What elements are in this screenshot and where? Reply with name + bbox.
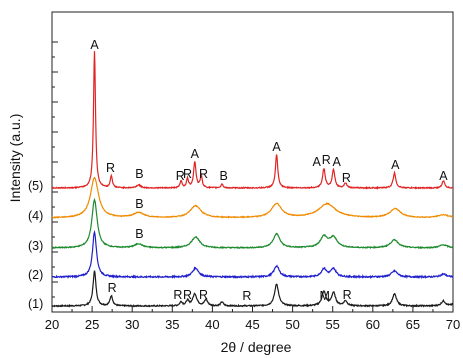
x-axis-ticks: 20 25 30 35 40 45 50 55 60 65 70 (45, 306, 460, 332)
y-axis-title: Intensity (a.u.) (7, 114, 23, 203)
x-tick-label: 50 (285, 317, 299, 332)
peak-label: R (183, 288, 192, 302)
pattern-label-2: (2) (28, 268, 43, 282)
series-line-3 (51, 197, 453, 250)
series-line-4 (51, 176, 454, 219)
pattern-label-3: (3) (28, 239, 43, 253)
peak-label: M (319, 289, 329, 303)
x-tick-label: 30 (125, 317, 139, 332)
peak-label: R (173, 288, 182, 302)
peak-label: A (312, 155, 321, 169)
x-tick-label: 60 (366, 317, 380, 332)
peak-label: R (322, 153, 331, 167)
peak-label: B (135, 167, 143, 181)
x-tick-label: 45 (245, 317, 259, 332)
x-tick-label: 20 (45, 317, 59, 332)
peak-label: B (135, 227, 143, 241)
x-tick-label: 70 (446, 317, 460, 332)
peak-label: R (183, 167, 192, 181)
series-line-5 (51, 51, 453, 190)
pattern-label-layer: (1) (2) (3) (4) (5) (28, 179, 43, 311)
x-tick-label: 65 (406, 317, 420, 332)
peak-label: A (191, 147, 200, 161)
peak-label: B (219, 169, 227, 183)
x-tick-label: 25 (85, 317, 99, 332)
x-tick-label: 55 (325, 317, 339, 332)
x-tick-label: 35 (165, 317, 179, 332)
peak-label: R (106, 161, 115, 175)
peak-label: R (242, 289, 251, 303)
peak-label: R (343, 288, 352, 302)
peak-label: A (272, 140, 281, 154)
series-layer (51, 51, 454, 308)
series-line-2 (51, 229, 454, 280)
x-tick-label: 40 (205, 317, 219, 332)
peak-label: A (90, 38, 99, 52)
series-line-1 (51, 270, 454, 308)
peak-label: R (199, 288, 208, 302)
peak-label: R (176, 169, 185, 183)
y-axis-ticks (52, 41, 58, 298)
peak-label: A (391, 158, 400, 172)
peak-label: A (333, 155, 342, 169)
pattern-label-1: (1) (28, 297, 43, 311)
pattern-label-4: (4) (28, 209, 43, 223)
x-axis-title: 2θ / degree (221, 339, 292, 355)
peak-label: R (199, 167, 208, 181)
peak-label: R (342, 171, 351, 185)
peak-label: R (108, 281, 117, 295)
pattern-label-5: (5) (28, 179, 43, 193)
peak-label: B (135, 197, 143, 211)
peak-label: A (439, 169, 448, 183)
